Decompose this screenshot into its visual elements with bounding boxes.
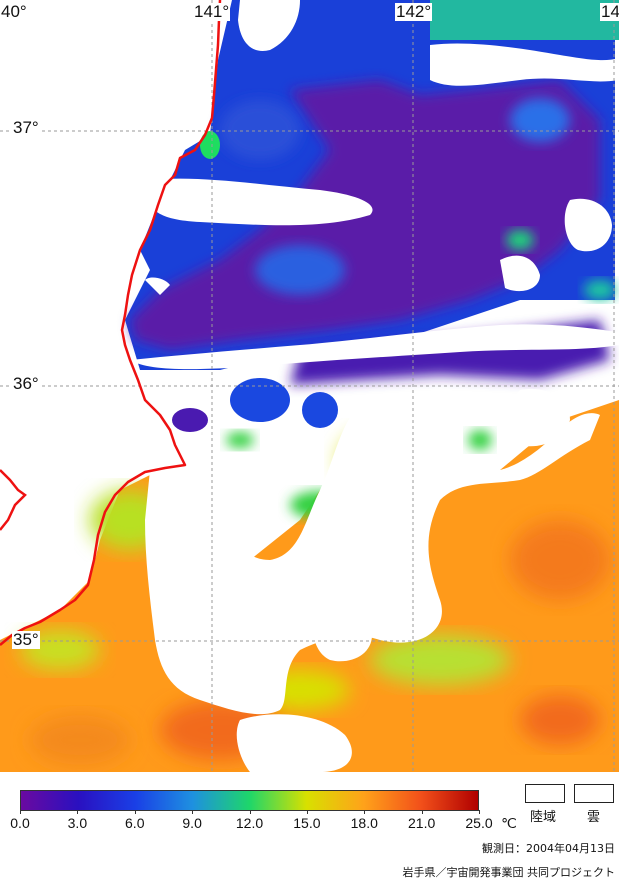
scale-tick-label: 25.0 — [465, 815, 493, 831]
scale-tick-mark — [77, 810, 79, 814]
temperature-color-scale — [20, 790, 479, 811]
map-canvas — [0, 0, 619, 772]
scale-tick-mark — [364, 810, 366, 814]
lon-label-143: 14 — [600, 2, 619, 21]
yellow-band-3 — [370, 635, 510, 685]
blue-blob-2 — [302, 392, 338, 428]
lon-label-141: 141° — [193, 2, 231, 21]
lon-label-140: 40° — [0, 2, 28, 21]
northeast-green-water — [430, 0, 619, 40]
green-band-2 — [468, 430, 492, 450]
cloud-south-east — [500, 255, 540, 292]
lat-label-37: 37° — [12, 118, 40, 137]
blue-patch-2 — [510, 98, 570, 142]
yellow-band-5 — [20, 630, 100, 670]
cloud-west-pocket — [145, 277, 170, 295]
scale-tick-mark — [421, 810, 423, 814]
scale-tick-mark — [249, 810, 251, 814]
cloud-south-large — [145, 394, 600, 715]
green-spot-2 — [200, 131, 220, 159]
coastline — [0, 0, 222, 646]
scale-tick-mark — [479, 810, 480, 814]
scale-tick-label: 18.0 — [350, 815, 378, 831]
scale-tick-label: 21.0 — [408, 815, 436, 831]
cloud-key-label: 雲 — [587, 810, 601, 825]
scale-tick-mark — [306, 810, 308, 814]
temperature-unit: ℃ — [501, 815, 517, 831]
scale-tick-label: 0.0 — [10, 815, 30, 831]
scale-tick-label: 3.0 — [67, 815, 88, 831]
scale-tick-label: 12.0 — [235, 815, 264, 831]
lon-label-142: 142° — [395, 2, 433, 21]
blue-blob-3 — [172, 408, 208, 432]
cloud-north-east — [430, 43, 619, 86]
cloud-bottom-center — [236, 714, 352, 772]
sea-surface-temperature-map: 40° 141° 142° 14 37° 36° 35° — [0, 0, 619, 772]
lat-label-35: 35° — [12, 630, 40, 649]
green-spot-1 — [506, 230, 534, 250]
blue-patch-3 — [220, 100, 300, 160]
scale-tick-mark — [192, 810, 194, 814]
land-key-swatch — [525, 784, 565, 803]
scale-tick-label: 6.0 — [125, 815, 145, 831]
cloud-cover — [130, 0, 619, 772]
scale-tick-mark — [134, 810, 136, 814]
warm-core-3 — [30, 715, 130, 765]
warm-core-2 — [510, 520, 610, 600]
blue-patch-1 — [255, 245, 345, 295]
lat-label-36: 36° — [12, 374, 40, 393]
green-spot-3 — [584, 280, 616, 300]
green-band-3 — [226, 432, 254, 448]
land-key-label: 陸域 — [530, 810, 557, 825]
cloud-east-lobe — [564, 198, 612, 252]
scale-tick-mark — [20, 810, 21, 814]
blue-blob-1 — [230, 378, 290, 422]
scale-tick-label: 9.0 — [182, 815, 202, 831]
warm-core-4 — [520, 695, 600, 745]
graticule — [0, 0, 619, 772]
cloud-west-strip — [147, 178, 373, 226]
cloud-hole-1 — [313, 606, 372, 662]
observation-date: 観測日：2004年04月13日 — [482, 842, 615, 855]
scale-tick-label: 15.0 — [293, 815, 321, 831]
cloud-mid-band — [130, 324, 619, 370]
cloud-south-east-gap — [508, 389, 570, 447]
credit-line: 岩手県／宇宙開発事業団 共同プロジェクト — [402, 866, 616, 879]
coastline-west-peninsula — [0, 469, 27, 531]
cloud-key-swatch — [574, 784, 614, 803]
cloud-upper-north — [238, 0, 300, 51]
